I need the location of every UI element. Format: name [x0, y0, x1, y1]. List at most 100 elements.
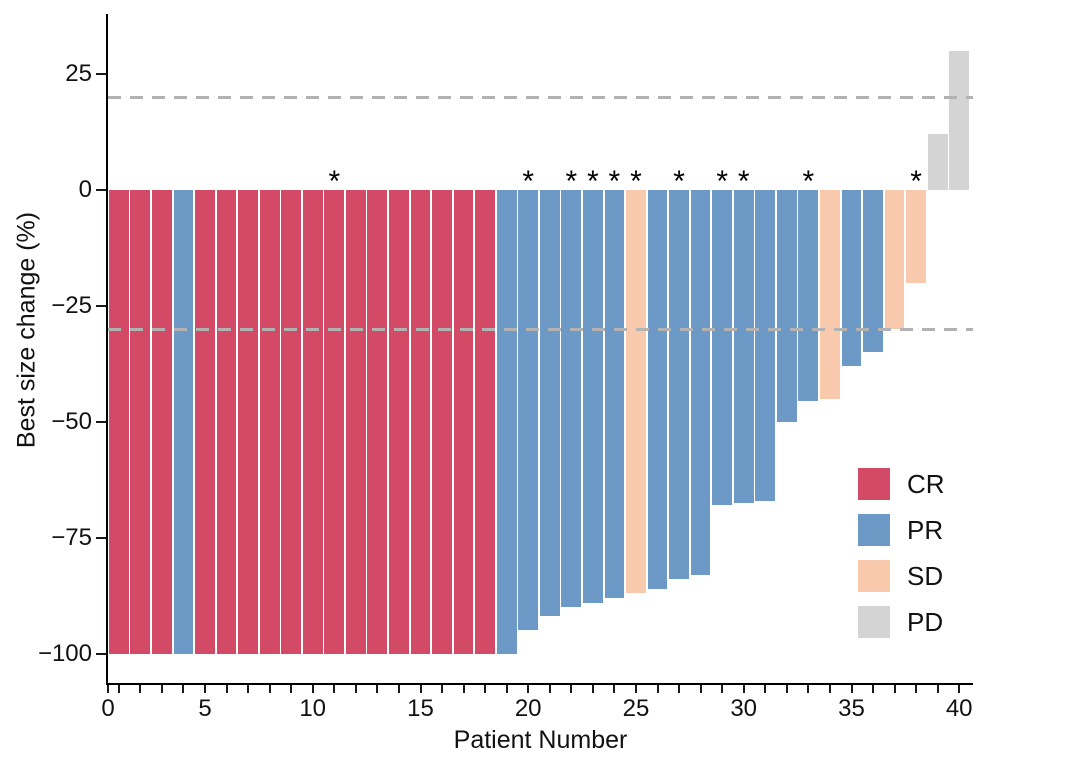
- bar-patient-34: [819, 190, 840, 399]
- bar-patient-10: [302, 190, 323, 654]
- x-tick-13: [376, 685, 379, 693]
- y-tick--25: [96, 304, 106, 307]
- y-tick-25: [96, 73, 106, 76]
- x-tick-label-0: 0: [101, 695, 115, 722]
- bar-patient-9: [281, 190, 302, 654]
- bar-patient-11: [324, 190, 345, 654]
- x-tick-14: [397, 685, 400, 693]
- legend-swatch-PR: [858, 514, 890, 546]
- bar-patient-26: [647, 190, 668, 589]
- x-tick-21: [548, 685, 551, 693]
- bar-patient-28: [690, 190, 711, 575]
- bar-patient-23: [582, 190, 603, 603]
- x-tick-39: [936, 685, 939, 693]
- x-tick-label-20: 20: [514, 695, 542, 722]
- significance-star-patient-29: *: [716, 165, 729, 198]
- bar-patient-1: [108, 190, 129, 654]
- legend-row-PR: PR: [858, 514, 945, 546]
- legend-swatch-SD: [858, 560, 890, 592]
- x-tick-3: [160, 685, 163, 693]
- bar-patient-19: [496, 190, 517, 654]
- bar-patient-33: [798, 190, 819, 401]
- y-tick-0: [96, 189, 106, 191]
- y-tick-label--100: −100: [37, 639, 92, 667]
- y-axis-line: [106, 14, 108, 685]
- bar-patient-21: [539, 190, 560, 617]
- x-tick-27: [678, 685, 681, 693]
- significance-star-patient-38: *: [910, 165, 922, 198]
- x-tick-6: [225, 685, 228, 693]
- bar-patient-8: [259, 190, 280, 654]
- bar-patient-15: [410, 190, 431, 654]
- bar-patient-36: [863, 190, 883, 353]
- bar-patient-30: [733, 190, 754, 503]
- x-tick-35: [850, 685, 853, 693]
- bar-patient-4: [173, 190, 194, 654]
- bar-patient-38: [906, 190, 926, 283]
- bar-patient-12: [345, 190, 366, 654]
- significance-star-patient-25: *: [630, 165, 642, 198]
- bar-patient-27: [669, 190, 689, 580]
- x-tick-label-40: 40: [945, 695, 973, 722]
- reference-line-20: [108, 95, 973, 99]
- y-tick-label-25: 25: [65, 60, 92, 88]
- bar-patient-5: [195, 190, 215, 654]
- significance-star-patient-11: *: [328, 165, 341, 198]
- significance-star-patient-23: *: [587, 165, 599, 198]
- x-axis-title: Patient Number: [453, 726, 628, 754]
- x-tick-37: [893, 685, 896, 693]
- bar-patient-14: [389, 190, 409, 654]
- y-tick-label-0: 0: [78, 176, 92, 203]
- significance-star-patient-30: *: [737, 165, 750, 198]
- x-tick-label-25: 25: [622, 695, 650, 722]
- x-tick-0: [107, 685, 109, 693]
- legend-label-CR: CR: [907, 469, 945, 499]
- bar-patient-37: [884, 190, 905, 329]
- significance-star-patient-22: *: [565, 165, 578, 198]
- x-tick-38: [915, 685, 918, 693]
- x-tick-15: [419, 685, 422, 693]
- plot-area: * * * * * * * * * * * 0 5 10 15 20 25 30 35 40 25 0 −25 −50 −7…: [38, 14, 973, 721]
- bar-patient-2: [130, 190, 151, 654]
- x-tick-1: [117, 685, 120, 693]
- x-tick-18: [484, 685, 487, 693]
- bar-patient-32: [776, 190, 797, 422]
- bar-patient-29: [712, 190, 733, 506]
- x-tick-4: [182, 685, 185, 693]
- bar-patient-31: [755, 190, 776, 501]
- bar-patient-17: [453, 190, 474, 654]
- y-tick--50: [96, 420, 106, 423]
- x-axis-line: [106, 683, 973, 685]
- x-tick-19: [505, 685, 508, 693]
- x-tick-32: [785, 685, 788, 693]
- legend-label-PD: PD: [907, 607, 944, 637]
- bar-patient-39: [927, 134, 948, 190]
- x-tick-16: [441, 685, 443, 693]
- legend-label-PR: PR: [907, 515, 944, 545]
- y-tick-label--75: −75: [51, 523, 92, 551]
- x-tick-10: [311, 685, 314, 693]
- x-tick-label-5: 5: [198, 695, 212, 722]
- reference-line--30: [108, 327, 973, 331]
- significance-star-patient-27: *: [673, 165, 685, 198]
- legend: CR PR SD PD: [858, 468, 945, 652]
- x-tick-11: [333, 685, 336, 693]
- y-tick-label--50: −50: [51, 407, 92, 435]
- x-tick-20: [527, 685, 530, 693]
- x-tick-33: [807, 685, 810, 693]
- significance-star-patient-20: *: [522, 165, 535, 198]
- x-tick-36: [872, 685, 874, 693]
- x-tick-label-15: 15: [407, 695, 434, 722]
- bar-patient-6: [216, 190, 237, 654]
- bar-patient-24: [604, 190, 625, 598]
- x-tick-12: [354, 685, 357, 693]
- bar-patient-20: [518, 190, 539, 631]
- bar-patient-35: [841, 190, 862, 367]
- x-tick-30: [742, 685, 745, 693]
- y-tick-label--25: −25: [51, 291, 92, 319]
- x-tick-28: [699, 685, 702, 693]
- legend-row-SD: SD: [858, 560, 945, 592]
- legend-swatch-PD: [858, 606, 890, 638]
- bar-patient-22: [561, 190, 582, 608]
- x-tick-24: [613, 685, 616, 693]
